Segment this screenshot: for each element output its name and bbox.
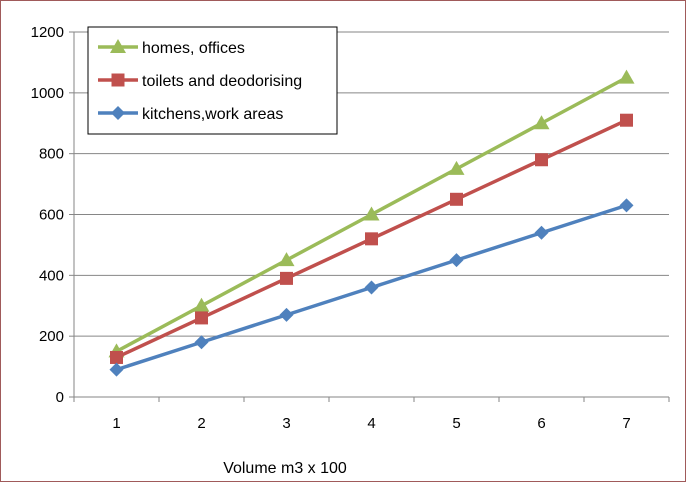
data-point: [278, 252, 295, 267]
x-tick-label: 7: [622, 415, 630, 432]
data-point: [280, 271, 293, 285]
series-1: [110, 113, 633, 364]
x-tick-label: 2: [197, 415, 205, 432]
x-tick-label: 3: [282, 415, 290, 432]
legend-marker: [111, 106, 125, 120]
axes: 0 200 400 600 800 1000 1200 1 2 3 4 5 6 7: [31, 24, 670, 432]
x-axis-title: Volume m3 x 100: [223, 460, 347, 477]
data-point: [363, 206, 380, 221]
y-tick-label: 0: [56, 389, 64, 406]
data-point: [193, 297, 210, 312]
legend-label: toilets and deodorising: [142, 73, 302, 90]
data-point: [279, 307, 294, 322]
x-tick-label: 5: [452, 415, 460, 432]
x-tick-label: 1: [112, 415, 120, 432]
legend-label: kitchens,work areas: [142, 106, 283, 123]
data-point: [535, 153, 548, 167]
data-point: [195, 311, 208, 325]
legend-entry: toilets and deodorising: [98, 73, 302, 90]
y-tick-label: 1200: [31, 24, 64, 41]
series-lines: [108, 69, 635, 377]
legend-entry: homes, offices: [98, 39, 245, 57]
y-tick-label: 400: [39, 267, 64, 284]
series-2: [109, 198, 634, 377]
data-point: [109, 362, 124, 377]
legend-marker: [111, 73, 125, 87]
x-tick-label: 4: [367, 415, 375, 432]
y-tick-label: 1000: [31, 85, 64, 102]
legend-marker: [110, 39, 126, 53]
legend-label: homes, offices: [142, 40, 245, 57]
data-point: [619, 198, 634, 213]
data-point: [620, 113, 633, 127]
data-point: [194, 335, 209, 350]
data-point: [618, 69, 635, 84]
data-point: [534, 225, 549, 240]
data-point: [450, 192, 463, 206]
data-point: [449, 253, 464, 268]
data-point: [364, 280, 379, 295]
legend: homes, offices toilets and deodorising kit…: [87, 26, 338, 135]
data-point: [448, 160, 465, 175]
legend-entry: kitchens,work areas: [98, 106, 283, 123]
series-0: [108, 69, 635, 358]
data-point: [110, 350, 123, 364]
y-tick-label: 800: [39, 146, 64, 163]
data-point: [533, 115, 550, 130]
x-tick-label: 6: [537, 415, 545, 432]
y-tick-label: 600: [39, 207, 64, 224]
y-tick-label: 200: [39, 328, 64, 345]
data-point: [365, 232, 378, 246]
